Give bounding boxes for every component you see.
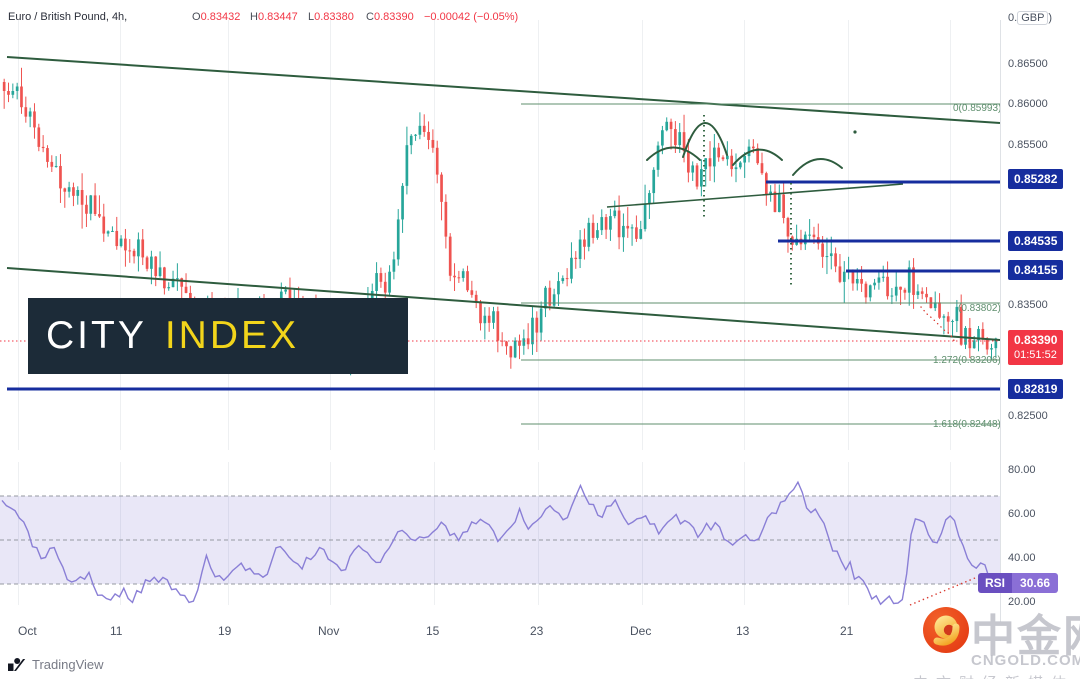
svg-text:(0.83802): (0.83802) bbox=[958, 303, 1000, 314]
svg-text:0(0.85993): 0(0.85993) bbox=[953, 103, 1000, 114]
svg-text:1.272(0.83206): 1.272(0.83206) bbox=[933, 355, 1000, 366]
svg-text:1.618(0.82448): 1.618(0.82448) bbox=[933, 419, 1000, 430]
